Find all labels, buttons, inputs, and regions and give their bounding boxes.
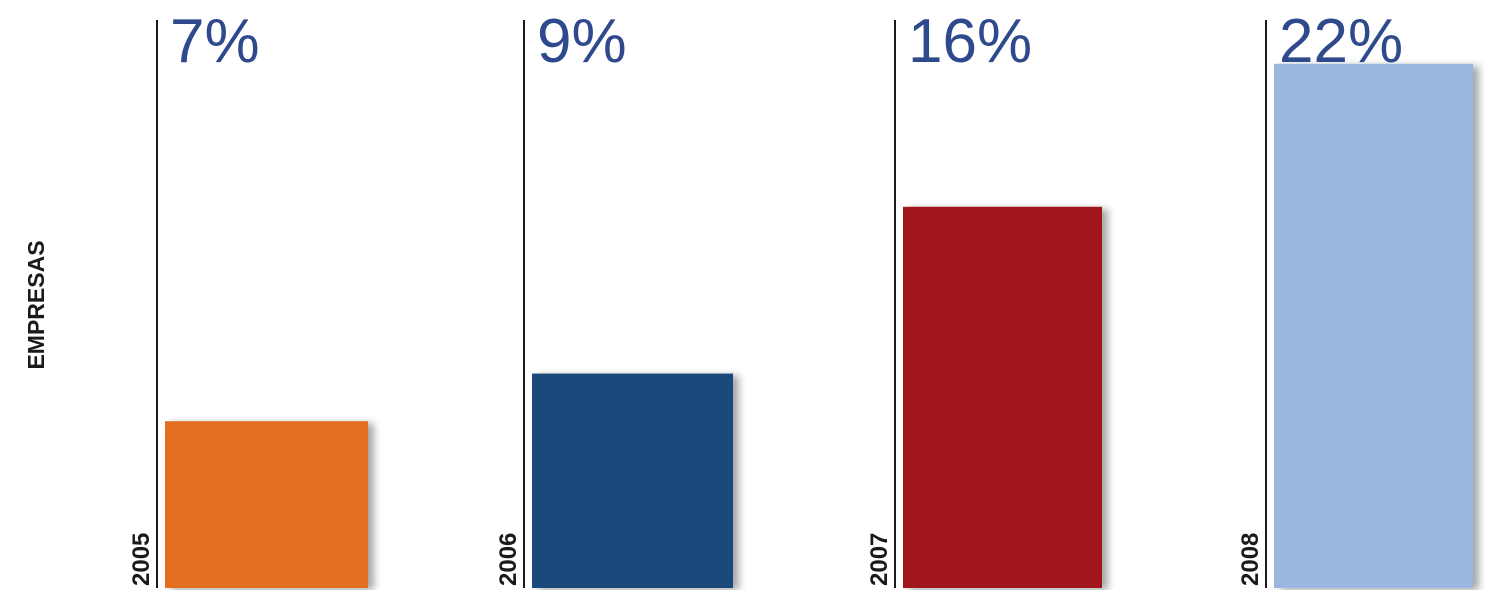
y-axis-label: EMPRESAS — [23, 240, 49, 369]
bar-2007 — [903, 206, 1102, 589]
bar-2008 — [1274, 63, 1473, 588]
value-label: 22% — [1279, 7, 1403, 76]
bar-group-2005: 7% 2005 — [128, 7, 368, 588]
bar-2006 — [532, 373, 733, 588]
category-label: 2006 — [495, 533, 522, 586]
bar-group-2006: 9% 2006 — [495, 7, 733, 588]
value-label: 7% — [170, 7, 260, 76]
value-label: 16% — [908, 7, 1032, 76]
category-label: 2008 — [1237, 533, 1264, 586]
category-label: 2005 — [128, 533, 155, 586]
bar-group-2008: 22% 2008 — [1237, 7, 1473, 588]
bar-group-2007: 16% 2007 — [866, 7, 1102, 589]
value-label: 9% — [537, 7, 627, 76]
category-label: 2007 — [866, 533, 893, 586]
bar-2005 — [165, 421, 368, 588]
